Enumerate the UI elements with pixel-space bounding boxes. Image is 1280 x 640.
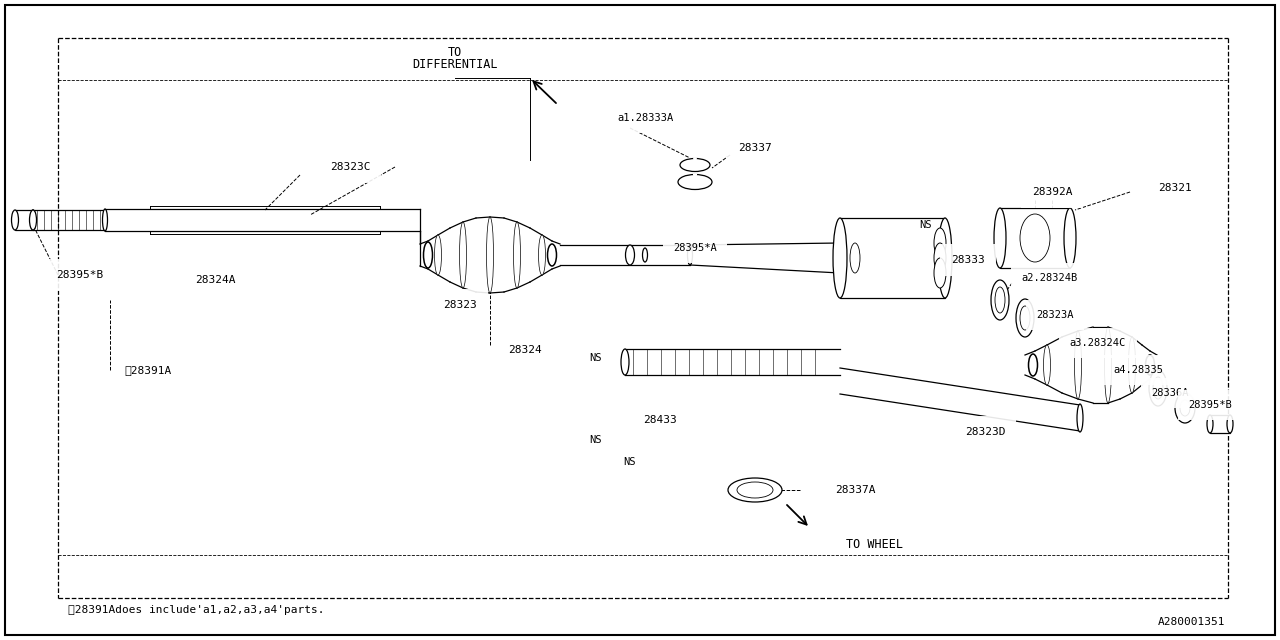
- Text: 28323: 28323: [443, 300, 477, 310]
- Ellipse shape: [1105, 327, 1111, 403]
- Ellipse shape: [687, 245, 692, 265]
- Text: TO WHEEL: TO WHEEL: [846, 538, 904, 552]
- Bar: [1210, 415, 1230, 433]
- Text: a2.28324B: a2.28324B: [1021, 273, 1078, 283]
- Ellipse shape: [1043, 345, 1051, 385]
- Text: 28324A: 28324A: [195, 275, 236, 285]
- Text: NS: NS: [919, 220, 932, 230]
- Ellipse shape: [1074, 331, 1082, 399]
- Text: ※28391Adoes include'a1,a2,a3,a4'parts.: ※28391Adoes include'a1,a2,a3,a4'parts.: [68, 605, 325, 615]
- Text: NS: NS: [623, 457, 636, 467]
- Text: 28392A: 28392A: [1032, 187, 1073, 197]
- Text: a4.28335: a4.28335: [1114, 365, 1164, 375]
- Text: a1.28333A: a1.28333A: [617, 113, 673, 123]
- Ellipse shape: [621, 349, 628, 375]
- Ellipse shape: [1020, 306, 1030, 330]
- Text: 28323A: 28323A: [1037, 310, 1074, 320]
- Ellipse shape: [548, 244, 557, 266]
- Text: 28433: 28433: [643, 415, 677, 425]
- Bar: [1000, 208, 1070, 268]
- Ellipse shape: [991, 280, 1009, 320]
- Ellipse shape: [728, 478, 782, 502]
- Text: ※28391A: ※28391A: [124, 365, 172, 375]
- Ellipse shape: [850, 243, 860, 273]
- Ellipse shape: [1180, 400, 1190, 416]
- Ellipse shape: [1175, 393, 1196, 423]
- Ellipse shape: [12, 210, 18, 230]
- Ellipse shape: [1020, 214, 1050, 262]
- Text: 28333: 28333: [951, 255, 984, 265]
- Text: DIFFERENTIAL: DIFFERENTIAL: [412, 58, 498, 72]
- Ellipse shape: [1146, 355, 1155, 375]
- Text: 28395*B: 28395*B: [1188, 400, 1231, 410]
- Ellipse shape: [995, 208, 1006, 268]
- Ellipse shape: [539, 235, 545, 275]
- Wedge shape: [694, 174, 696, 182]
- Text: 28395*A: 28395*A: [673, 243, 717, 253]
- Ellipse shape: [995, 287, 1005, 313]
- Ellipse shape: [643, 248, 648, 262]
- Text: 28323C: 28323C: [330, 162, 370, 172]
- Text: 28395*B: 28395*B: [56, 270, 104, 280]
- Ellipse shape: [102, 209, 108, 231]
- Ellipse shape: [934, 258, 946, 288]
- Ellipse shape: [626, 245, 635, 265]
- Ellipse shape: [1076, 404, 1083, 432]
- Ellipse shape: [1228, 415, 1233, 433]
- Ellipse shape: [29, 210, 37, 230]
- Ellipse shape: [31, 210, 36, 230]
- Ellipse shape: [680, 159, 710, 172]
- Ellipse shape: [460, 222, 466, 288]
- Ellipse shape: [737, 482, 773, 498]
- Ellipse shape: [678, 175, 712, 189]
- Text: NS: NS: [589, 353, 602, 363]
- Ellipse shape: [833, 218, 847, 298]
- Ellipse shape: [1129, 337, 1135, 393]
- Ellipse shape: [938, 218, 952, 298]
- Ellipse shape: [1149, 370, 1167, 406]
- Ellipse shape: [486, 217, 494, 293]
- Text: 28321: 28321: [1158, 183, 1192, 193]
- Ellipse shape: [1153, 377, 1164, 399]
- Bar: [15, 210, 33, 230]
- Text: TO: TO: [448, 47, 462, 60]
- Text: a3.28324C: a3.28324C: [1070, 338, 1126, 348]
- Text: NS: NS: [589, 435, 602, 445]
- Text: 28336A: 28336A: [1151, 388, 1189, 398]
- Bar: [840, 218, 945, 298]
- Text: 28337: 28337: [739, 143, 772, 153]
- Text: 28337A: 28337A: [835, 485, 876, 495]
- Ellipse shape: [434, 235, 442, 275]
- Text: 28323D: 28323D: [965, 427, 1005, 437]
- Ellipse shape: [1207, 415, 1213, 433]
- Wedge shape: [694, 158, 696, 165]
- Ellipse shape: [1064, 208, 1076, 268]
- Ellipse shape: [934, 243, 946, 273]
- Ellipse shape: [424, 242, 433, 268]
- Text: 28324: 28324: [508, 345, 541, 355]
- Ellipse shape: [513, 222, 521, 288]
- Ellipse shape: [1016, 299, 1034, 337]
- Ellipse shape: [934, 228, 946, 258]
- Ellipse shape: [1029, 354, 1038, 376]
- Text: A280001351: A280001351: [1157, 617, 1225, 627]
